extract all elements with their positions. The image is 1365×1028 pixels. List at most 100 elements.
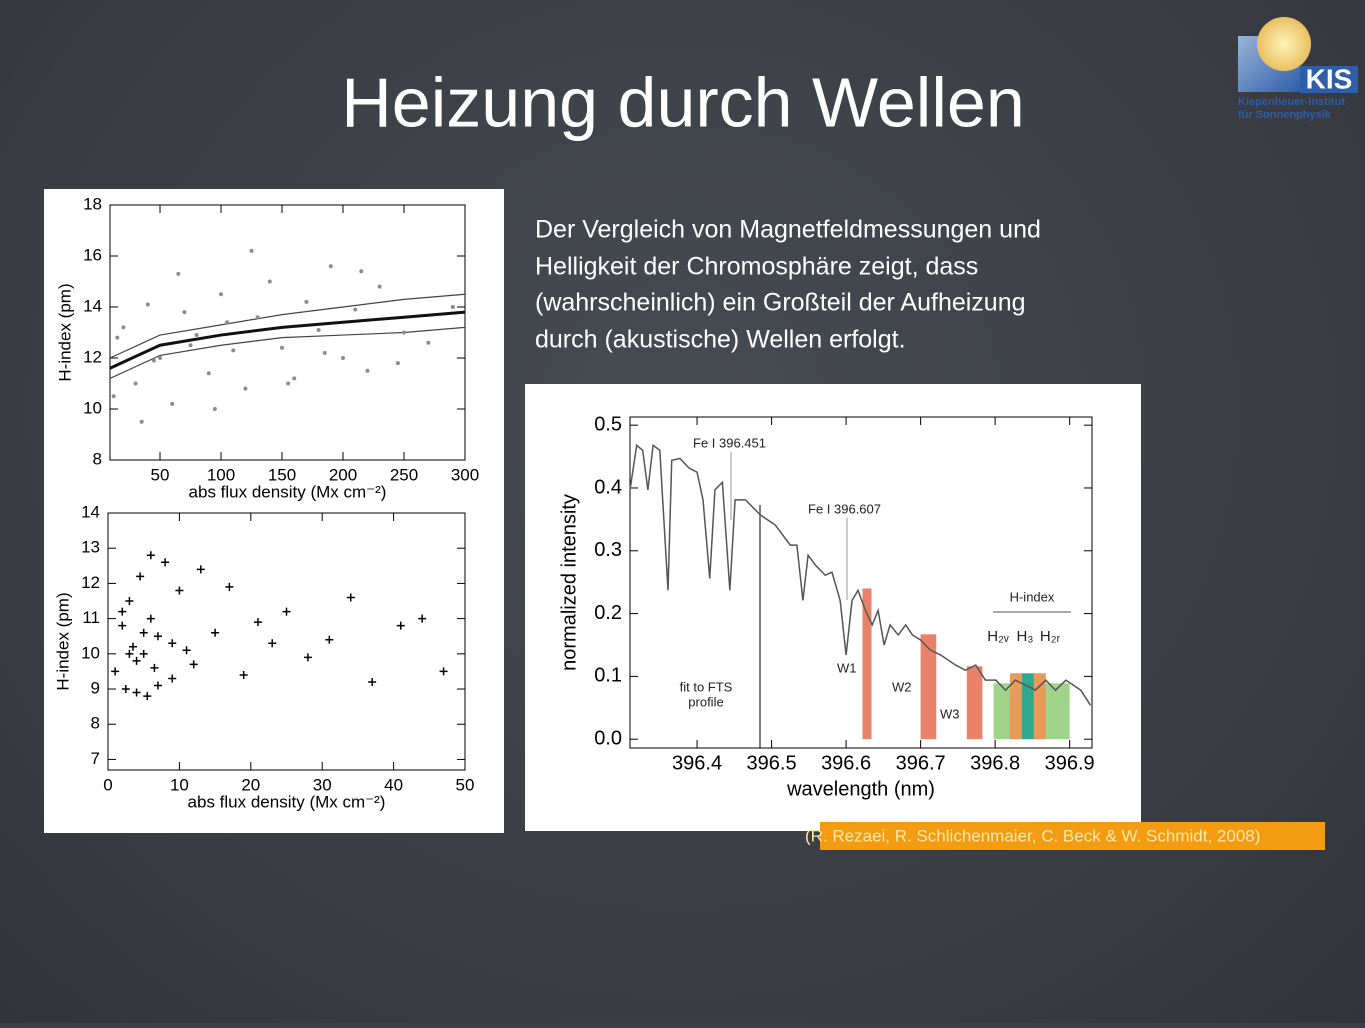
- band: [1033, 673, 1046, 740]
- y-axis-label: H-index (pm): [53, 592, 72, 690]
- point: [225, 582, 234, 591]
- body-line: durch (akustische) Wellen erfolgt.: [535, 326, 906, 354]
- point: [125, 649, 134, 658]
- x-tick-label: 50: [456, 775, 475, 794]
- point: [267, 279, 272, 284]
- point: [151, 358, 156, 363]
- point: [396, 621, 405, 630]
- point: [219, 292, 224, 297]
- plot-frame: [629, 416, 1093, 749]
- figure-panel: [525, 384, 1141, 831]
- x-axis-label: wavelength (nm): [786, 778, 935, 800]
- point: [316, 327, 321, 332]
- logo-line: Kiepenheuer-Institut: [1238, 96, 1345, 108]
- y-axis-label: H-index (pm): [55, 283, 74, 381]
- y-tick-label: 11: [82, 608, 100, 627]
- point: [439, 667, 448, 676]
- logo-sun: [1257, 17, 1311, 71]
- annotation: Fe I 396.607: [808, 501, 881, 516]
- y-tick-label: 12: [81, 573, 100, 592]
- citation-highlight: [820, 822, 1325, 850]
- logo-name: KIS: [1306, 63, 1353, 94]
- point: [346, 593, 355, 602]
- y-tick-label: 9: [91, 679, 100, 698]
- fit-line: [109, 310, 466, 370]
- x-tick-label: 396.6: [821, 752, 871, 774]
- point: [168, 639, 177, 648]
- band: [966, 666, 983, 740]
- band: [1010, 673, 1022, 740]
- logo-bar: [1300, 66, 1358, 93]
- point: [225, 320, 230, 325]
- point: [158, 356, 163, 360]
- y-tick-label: 0.3: [594, 539, 622, 561]
- point: [402, 330, 407, 335]
- point: [418, 614, 427, 623]
- point: [426, 340, 431, 345]
- plot-frame: [109, 204, 466, 461]
- point: [282, 607, 291, 616]
- plot-frame: [107, 512, 466, 771]
- annotation: Fe I 396.451: [693, 435, 766, 450]
- x-tick-label: 10: [170, 775, 189, 794]
- y-tick-label: 10: [83, 398, 102, 417]
- point: [153, 681, 162, 690]
- x-tick-label: 40: [384, 775, 403, 794]
- citation: (R. Rezaei, R. Schlichenmaier, C. Beck &…: [805, 826, 1260, 845]
- y-tick-label: 14: [81, 502, 100, 521]
- x-tick-label: 396.7: [896, 752, 946, 774]
- annotation: W1: [837, 660, 857, 675]
- point: [395, 361, 400, 366]
- y-tick-label: 0.5: [594, 413, 622, 435]
- annotation: W3: [940, 706, 960, 721]
- point: [280, 345, 285, 350]
- y-tick-label: 7: [91, 749, 100, 768]
- y-tick-label: 8: [93, 449, 102, 468]
- point: [359, 269, 364, 274]
- point: [189, 660, 198, 669]
- annotation: profile: [688, 694, 723, 709]
- point: [194, 333, 199, 338]
- logo-line: für Sonnenphysik: [1238, 109, 1332, 121]
- point: [121, 685, 130, 694]
- x-axis-label: abs flux density (Mx cm⁻²): [188, 792, 386, 811]
- y-tick-label: 18: [83, 194, 102, 213]
- point: [243, 386, 248, 391]
- band: [1021, 673, 1034, 740]
- point: [161, 558, 170, 567]
- x-tick-label: 250: [390, 465, 418, 484]
- point: [139, 628, 148, 637]
- x-tick-label: 0: [103, 775, 112, 794]
- point: [268, 639, 277, 648]
- point: [168, 674, 177, 683]
- body-line: (wahrscheinlich) ein Großteil der Aufhei…: [535, 289, 1026, 317]
- y-tick-label: 8: [91, 714, 100, 733]
- point: [304, 299, 309, 304]
- point: [255, 315, 260, 320]
- band: [920, 634, 937, 740]
- point: [125, 597, 134, 606]
- x-tick-label: 396.9: [1045, 752, 1095, 774]
- point: [145, 302, 150, 307]
- y-tick-label: 13: [81, 538, 100, 557]
- x-tick-label: 200: [329, 465, 357, 484]
- y-tick-label: 14: [83, 296, 102, 315]
- point: [206, 371, 211, 376]
- y-tick-label: 0.2: [594, 602, 622, 624]
- point: [322, 350, 327, 355]
- point: [118, 621, 127, 630]
- annotation: H-index: [1010, 589, 1055, 604]
- spectrum-line: [629, 443, 1092, 706]
- y-tick-label: 10: [81, 643, 100, 662]
- point: [303, 653, 312, 662]
- annotation: H₂ᵣ: [1040, 628, 1061, 645]
- body-line: Helligkeit der Chromosphäre zeigt, dass: [535, 253, 978, 281]
- point: [150, 663, 159, 672]
- point: [143, 692, 152, 701]
- x-axis-label: abs flux density (Mx cm⁻²): [189, 482, 387, 501]
- point: [368, 677, 377, 686]
- point: [170, 401, 175, 406]
- point: [253, 618, 262, 627]
- point: [325, 635, 334, 644]
- point: [450, 305, 455, 309]
